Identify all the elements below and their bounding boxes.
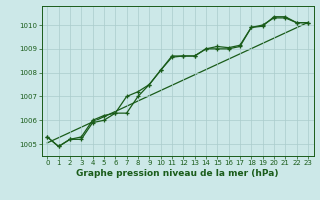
X-axis label: Graphe pression niveau de la mer (hPa): Graphe pression niveau de la mer (hPa) [76, 169, 279, 178]
